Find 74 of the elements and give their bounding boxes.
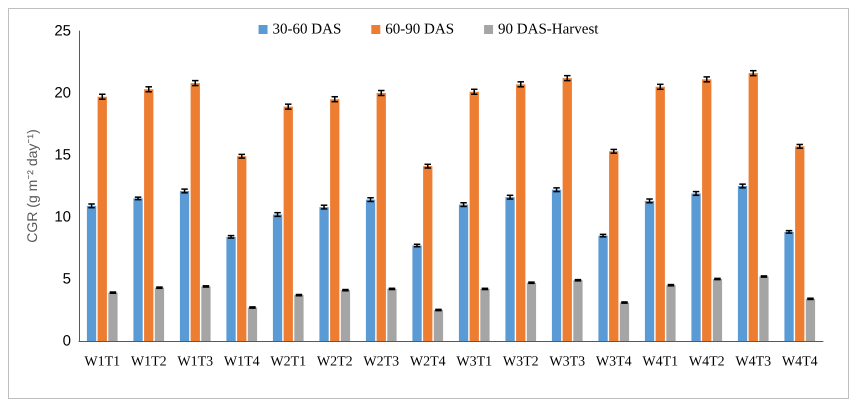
bar	[412, 246, 422, 341]
x-tick-label: W1T4	[224, 354, 260, 370]
bar	[691, 193, 701, 341]
bar	[248, 308, 258, 341]
y-tick-label: 15	[54, 146, 71, 164]
bar	[470, 92, 479, 341]
x-tick-label: W3T3	[549, 354, 586, 370]
bar	[609, 151, 618, 341]
y-tick-label: 5	[62, 270, 71, 288]
bar	[656, 86, 665, 341]
y-tick-label: 10	[54, 208, 71, 226]
legend-label: 60-90 DAS	[385, 22, 454, 38]
bar	[784, 232, 794, 341]
bar	[598, 236, 608, 341]
bar	[806, 298, 816, 341]
legend-label: 30-60 DAS	[272, 22, 342, 38]
bar	[237, 156, 246, 341]
bar	[180, 190, 190, 341]
bar	[666, 285, 676, 341]
bar	[387, 288, 397, 341]
bar	[133, 198, 143, 341]
x-tick-label: W4T1	[642, 354, 678, 370]
bar	[573, 280, 583, 341]
legend-label: 90 DAS-Harvest	[498, 22, 600, 38]
x-tick-label: W1T3	[177, 354, 214, 370]
bar	[480, 288, 490, 341]
x-tick-label: W4T4	[782, 354, 818, 370]
bar	[108, 292, 118, 341]
bar	[190, 83, 200, 341]
bar	[201, 286, 211, 341]
bar	[144, 89, 154, 341]
bar	[284, 106, 293, 341]
bar	[644, 200, 654, 341]
x-tick-label: W4T2	[688, 354, 725, 370]
bar	[98, 96, 107, 341]
bar	[434, 310, 444, 341]
bar	[154, 288, 164, 341]
bar	[552, 190, 562, 341]
y-axis-title: CGR (g m⁻² day⁻¹)	[24, 129, 40, 243]
y-tick-label: 25	[54, 22, 71, 40]
bar	[376, 93, 386, 341]
bar	[562, 78, 572, 341]
bar	[340, 290, 350, 341]
bar	[748, 73, 758, 341]
bar	[712, 279, 722, 341]
x-tick-label: W3T2	[502, 354, 539, 370]
bar	[759, 276, 769, 341]
bar	[702, 79, 712, 341]
x-tick-label: W4T3	[735, 354, 772, 370]
bar	[526, 282, 536, 341]
bar	[330, 99, 340, 341]
x-tick-label: W2T2	[316, 354, 353, 370]
x-tick-label: W3T4	[596, 354, 632, 370]
bar	[620, 302, 630, 341]
bar	[294, 295, 304, 341]
bar	[226, 236, 236, 341]
y-tick-label: 0	[62, 332, 71, 350]
x-tick-label: W3T1	[456, 354, 492, 370]
y-tick-label: 20	[54, 84, 71, 102]
x-tick-label: W2T1	[270, 354, 306, 370]
bar	[516, 84, 526, 341]
x-tick-label: W2T3	[363, 354, 400, 370]
bar	[272, 214, 282, 341]
x-tick-label: W2T4	[410, 354, 446, 370]
bar	[86, 206, 96, 341]
x-tick-label: W1T1	[84, 354, 120, 370]
bar	[366, 200, 376, 341]
bar	[738, 186, 748, 341]
bar	[458, 204, 468, 341]
bar	[505, 197, 515, 341]
bar	[795, 146, 804, 341]
bar	[319, 207, 329, 341]
x-tick-label: W1T2	[130, 354, 167, 370]
bar	[423, 166, 432, 341]
